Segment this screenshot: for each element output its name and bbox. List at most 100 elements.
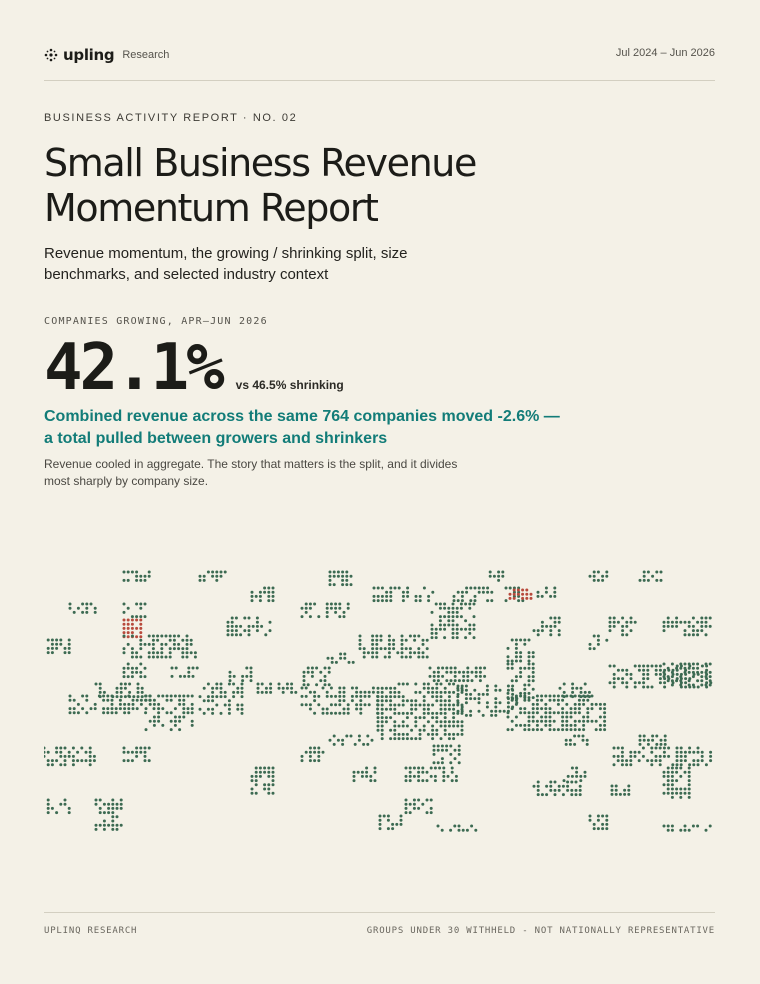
map-dot [332, 574, 336, 578]
map-dot [130, 570, 134, 574]
map-dot [435, 699, 439, 703]
map-dot [427, 594, 431, 598]
map-dot [92, 759, 96, 763]
map-dot [139, 647, 143, 651]
map-dot [687, 670, 691, 674]
map-dot [473, 594, 477, 598]
map-dot [548, 728, 552, 732]
map-dot [325, 610, 329, 614]
map-dot [355, 694, 359, 698]
map-dot [527, 659, 531, 663]
map-dot [317, 746, 321, 750]
map-dot [267, 787, 271, 791]
map-dot [84, 759, 88, 763]
map-dot [485, 692, 489, 696]
map-dot [362, 647, 366, 651]
map-dot [456, 688, 460, 692]
map-dot [573, 707, 577, 711]
map-dot [438, 623, 442, 627]
map-dot [436, 744, 440, 748]
map-dot [147, 642, 151, 646]
map-dot [571, 682, 575, 686]
map-dot [130, 759, 134, 763]
map-dot [565, 711, 569, 715]
map-dot [431, 703, 435, 707]
map-dot [552, 694, 556, 698]
map-dot [627, 792, 631, 796]
map-dot [251, 624, 255, 628]
map-dot [481, 586, 485, 590]
map-dot [683, 666, 687, 670]
map-dot [157, 715, 161, 719]
map-dot [315, 683, 319, 687]
map-dot [300, 606, 304, 610]
map-dot [452, 720, 456, 724]
map-dot [135, 750, 139, 754]
map-dot [157, 719, 161, 723]
map-dot [414, 716, 418, 720]
map-dot [380, 711, 384, 715]
map-dot [453, 748, 457, 752]
map-dot [359, 690, 363, 694]
map-dot [531, 707, 535, 711]
map-dot [219, 695, 223, 699]
map-dot [202, 578, 206, 582]
map-dot [556, 711, 560, 715]
map-dot [700, 629, 704, 633]
map-dot [457, 828, 461, 832]
map-dot [376, 724, 380, 728]
map-dot [704, 828, 708, 832]
map-dot [540, 698, 544, 702]
map-dot [414, 594, 418, 598]
map-dot [360, 774, 364, 778]
map-dot [46, 638, 50, 642]
map-dot [612, 685, 616, 689]
map-dot [616, 754, 620, 758]
map-dot [517, 594, 521, 598]
map-dot [485, 684, 489, 688]
map-dot [565, 702, 569, 706]
map-dot [666, 787, 670, 791]
map-dot [254, 766, 258, 770]
map-dot [646, 578, 650, 582]
map-dot [376, 703, 380, 707]
map-dot [143, 746, 147, 750]
map-dot [531, 662, 535, 666]
brand-logo[interactable]: upling Research [44, 46, 169, 64]
map-dot [553, 624, 557, 628]
map-dot [535, 723, 539, 727]
map-dot [687, 666, 691, 670]
map-dot [598, 707, 602, 711]
dot-map-graphic [44, 570, 713, 832]
map-dot [177, 634, 181, 638]
map-dot [523, 683, 527, 687]
map-dot [596, 578, 600, 582]
map-dot [650, 750, 654, 754]
map-dot [451, 615, 455, 619]
map-dot [401, 711, 405, 715]
map-dot [637, 664, 641, 668]
map-dot [445, 670, 449, 674]
map-dot [675, 759, 679, 763]
map-dot [468, 602, 472, 606]
map-dot [236, 690, 240, 694]
map-dot [80, 759, 84, 763]
map-dot [258, 590, 262, 594]
map-dot [239, 624, 243, 628]
map-dot [573, 728, 577, 732]
map-dot [359, 707, 363, 711]
map-dot [443, 602, 447, 606]
map-dot [594, 702, 598, 706]
map-dot [126, 759, 130, 763]
map-dot [670, 679, 674, 683]
map-dot [285, 682, 289, 686]
map-dot [523, 698, 527, 702]
map-dot [625, 759, 629, 763]
map-dot [468, 623, 472, 627]
map-dot [380, 690, 384, 694]
map-dot [462, 679, 466, 683]
map-dot [346, 707, 350, 711]
map-dot [447, 606, 451, 610]
map-dot [365, 770, 369, 774]
map-dot [341, 574, 345, 578]
